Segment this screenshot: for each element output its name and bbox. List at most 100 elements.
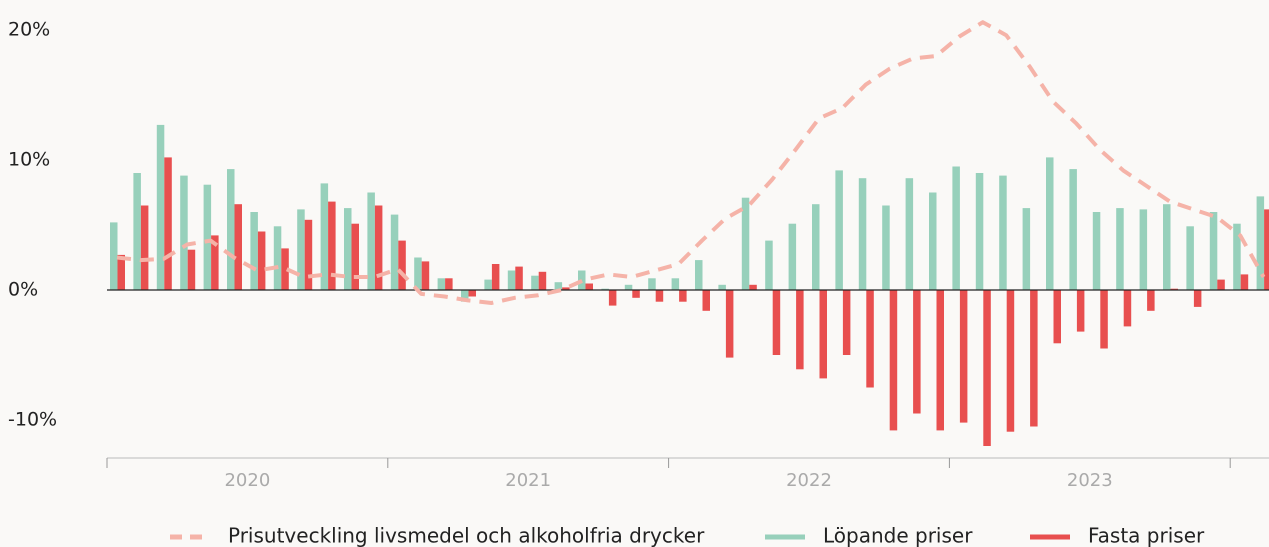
bar [468,290,476,297]
bar [1022,208,1031,290]
bar [655,290,664,302]
bar [367,192,375,290]
bar [835,170,843,290]
bar [702,290,710,311]
bar [1139,209,1148,290]
bar [180,175,188,290]
bar [273,226,282,290]
bar [554,282,563,290]
bar [156,124,165,291]
bar [164,157,172,290]
bar [632,290,640,298]
bar [585,283,593,290]
bar [1217,279,1225,290]
bar [796,290,804,370]
bar [788,223,797,290]
bar [1069,169,1077,290]
bar [1116,208,1124,290]
bar [889,290,898,431]
bar [882,205,890,290]
bar [1233,223,1241,290]
bar [531,275,539,290]
bar [320,183,329,290]
bar [725,290,734,358]
bar [461,290,469,302]
bar [1170,288,1178,290]
bar [648,278,656,290]
bar [1240,274,1249,290]
bar [983,290,991,446]
bar [1123,290,1132,327]
bar [1046,157,1054,290]
bar [695,260,703,290]
bar [952,166,960,290]
bar [1193,290,1202,307]
bar [866,290,874,388]
bar [1186,226,1194,290]
legend-label: Löpande priser [823,524,973,547]
bar [227,169,235,290]
bar [1092,212,1101,290]
bar [913,290,921,414]
bar [390,214,399,290]
bar [484,279,492,290]
bar [842,290,851,355]
legend-label: Fasta priser [1088,524,1205,547]
bar [257,231,266,290]
bar [1100,290,1108,349]
bar [133,173,141,290]
bar [491,264,500,290]
bar [1006,290,1015,432]
bar [975,173,984,290]
bar [211,235,219,290]
y-tick-label: 0% [8,279,38,301]
x-group-label: 2020 [224,470,270,491]
bar [999,175,1007,290]
bar [538,271,547,290]
bar [959,290,968,423]
bar [936,290,944,431]
bar [203,184,212,290]
bar [328,201,336,290]
bar [1053,290,1061,344]
y-tick-label: -10% [8,409,57,431]
bar [905,178,914,290]
bar [515,266,523,290]
y-tick-label: 10% [8,149,50,171]
bar [445,278,453,290]
bar [187,249,196,290]
x-group-label: 2021 [505,470,551,491]
bar [1147,290,1155,311]
bar [1030,290,1038,427]
x-group-label: 2023 [1067,470,1113,491]
bar [507,270,516,290]
bar [679,290,687,302]
bar [351,223,359,290]
bar [437,278,446,290]
bar [858,178,867,290]
bar [812,204,820,290]
bar [1256,196,1265,290]
bar [281,248,289,290]
bar [374,205,383,290]
bar [250,212,258,290]
bar [1163,204,1171,290]
bar [601,288,609,290]
bar [421,261,430,290]
bar [624,284,633,290]
bar [608,290,617,306]
legend-label: Prisutveckling livsmedel och alkoholfria… [228,524,705,547]
bar [562,287,570,290]
bar [741,197,750,290]
y-tick-label: 20% [8,19,50,41]
bar [929,192,937,290]
bar [671,278,680,290]
bar [110,222,118,290]
bar [297,209,305,290]
bar [819,290,827,379]
bar [765,240,773,290]
bar [1209,212,1218,290]
bar [304,219,313,290]
bar [1076,290,1085,332]
